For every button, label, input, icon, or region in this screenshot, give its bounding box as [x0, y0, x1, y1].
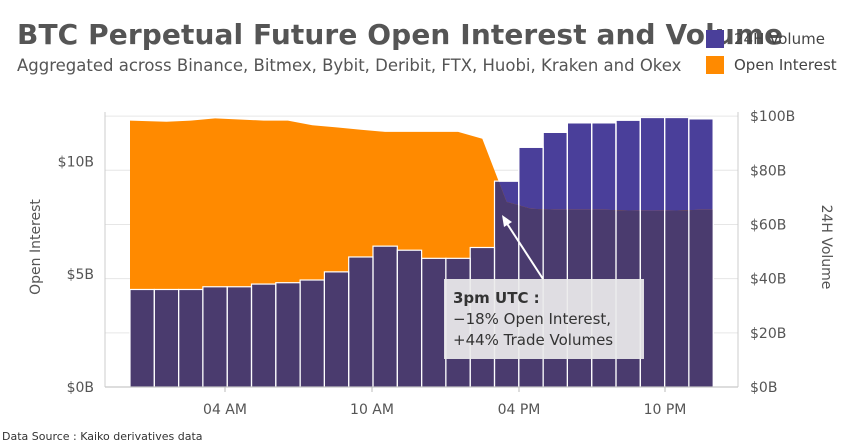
annotation-arrow — [502, 215, 544, 280]
right-tick-label: $40B — [750, 272, 786, 288]
x-tick-label: 04 AM — [203, 402, 247, 418]
legend-item-volume: 24H Volume — [706, 26, 837, 52]
legend-swatch-open-interest — [706, 56, 724, 74]
annotation-arrow-line — [505, 221, 544, 280]
legend-label-open-interest: Open Interest — [734, 56, 837, 74]
left-tick-label: $10B — [58, 154, 94, 170]
annotation-box: 3pm UTC : −18% Open Interest, +44% Trade… — [444, 279, 644, 359]
right-tick-label: $20B — [750, 326, 786, 342]
x-tick-label: 10 AM — [350, 402, 394, 418]
right-tick-label: $100B — [750, 109, 795, 125]
tick-labels: $0B $5B $10B $0B $20B $40B $60B $80B $100B 04 AM 1… — [58, 109, 796, 418]
right-tick-label: $0B — [750, 380, 777, 396]
chart-title: BTC Perpetual Future Open Interest and V… — [17, 18, 784, 51]
left-tick-label: $0B — [67, 380, 94, 396]
left-axis-title: Open Interest — [28, 199, 44, 295]
annotation-line-open-interest: −18% Open Interest, — [453, 310, 612, 328]
axes — [104, 112, 739, 388]
legend: 24H Volume Open Interest — [706, 26, 837, 78]
annotation-arrow-head — [502, 215, 512, 227]
right-tick-label: $80B — [750, 163, 786, 179]
chart-subtitle: Aggregated across Binance, Bitmex, Bybit… — [17, 56, 682, 75]
right-tick-label: $60B — [750, 217, 786, 233]
annotation-title: 3pm UTC : — [453, 289, 540, 307]
annotation-line-volume: +44% Trade Volumes — [453, 331, 614, 349]
legend-item-open-interest: Open Interest — [706, 52, 837, 78]
x-tick-label: 10 PM — [644, 402, 687, 418]
left-tick-label: $5B — [67, 267, 94, 283]
legend-swatch-volume — [706, 30, 724, 48]
data-source: Data Source : Kaiko derivatives data — [2, 430, 203, 443]
x-tick-label: 04 PM — [498, 402, 541, 418]
right-axis-title: 24H Volume — [818, 205, 834, 290]
legend-label-volume: 24H Volume — [734, 30, 825, 48]
